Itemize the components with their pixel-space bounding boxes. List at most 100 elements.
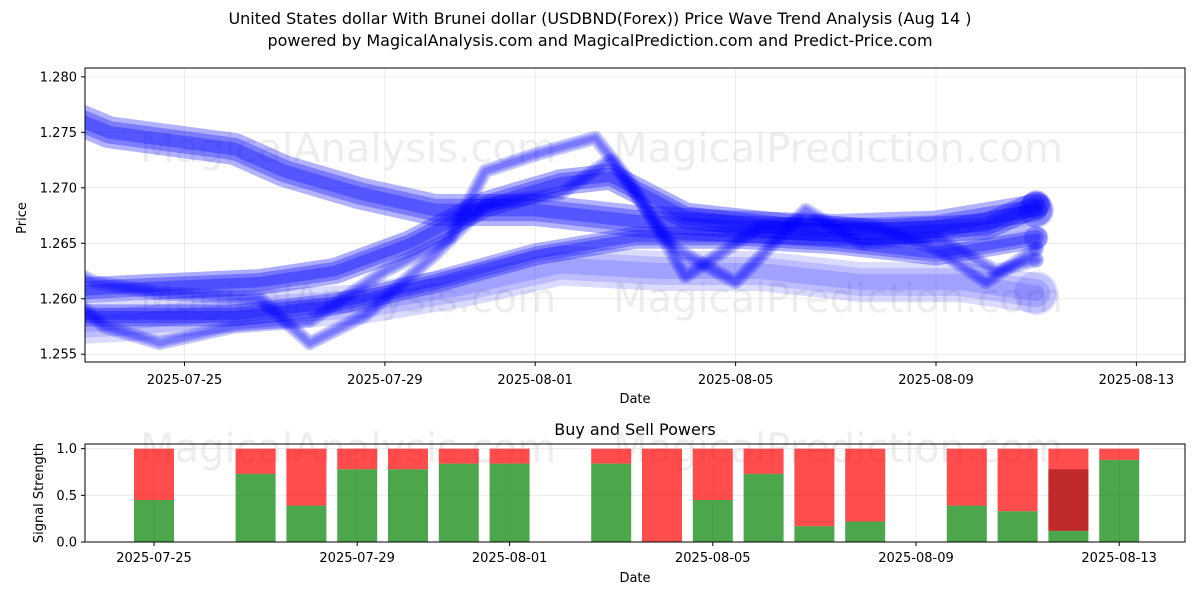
wave-wide-band [85,245,1057,344]
wave-upper-wave [85,110,1048,242]
buy-sell-axis-ticks: 2025-07-25 2025-07-29 2025-08-01 2025-08-05… [56,442,1157,566]
price-x-tick-label: 2025-08-09 [898,373,974,388]
sell-bar [794,448,835,527]
wave-end-lower-wave [1024,225,1049,250]
wave-zigzag-wave-1 [85,135,1039,346]
buy-sell-plot-frame [84,443,1186,543]
sell-bar [1099,448,1140,460]
price-axis-ticks: 2025-07-25 2025-07-29 2025-08-01 2025-08-05… [40,70,1174,388]
buy-bar [743,473,784,542]
price-x-tick-label: 2025-07-29 [347,373,423,388]
sell-bar [134,448,174,500]
wave-end-zigzag-wave-1 [1028,241,1044,257]
buy-sell-x-tick-label: 2025-08-01 [472,551,548,566]
price-x-tick-label: 2025-08-01 [497,373,573,388]
wave-zigzag-wave-2 [85,157,1039,346]
price-y-tick-label: 1.275 [40,126,77,141]
wave-wide-band [85,257,1045,332]
wave-end-upper-wave [1018,192,1054,228]
sell-bar [642,448,682,542]
wave-zigzag-wave-2 [85,155,1042,349]
buy-sell-x-tick-label: 2025-08-05 [675,551,751,566]
buy-bar [794,526,835,542]
watermark-top-right: MagicalPrediction.com [613,126,1063,172]
sell-bar [235,448,276,474]
sell-bar [337,448,378,470]
sell-bar [438,448,479,464]
price-x-axis-label: Date [619,392,650,407]
wave-main-wave [85,171,1042,296]
sell-bar [692,448,733,500]
buy-bar [489,463,530,542]
sell-bar [743,448,784,474]
sell-bar [946,448,987,506]
price-grid [85,68,1185,362]
buy-sell-bars [134,448,1140,542]
wave-wide-band [85,251,1051,338]
sell-bar [591,448,632,464]
buy-sell-x-tick-label: 2025-08-13 [1081,551,1157,566]
buy-sell-watermarks: MagicalAnalysis.com MagicalPrediction.co… [140,426,1063,472]
sell-bar [286,448,327,506]
wave-upper-wave [85,115,1043,237]
buy-sell-panel: Buy and Sell Powers MagicalAnalysis.com … [32,420,1186,586]
sell-bar [845,448,886,522]
sell-bar [388,448,428,470]
buy-sell-title: Buy and Sell Powers [554,420,716,439]
mixed-signal-bar [1048,469,1089,531]
buy-sell-y-tick-label: 0.5 [56,489,77,504]
watermark-bottom-right: MagicalPrediction.com [613,426,1063,472]
wave-lower-wave [85,229,1044,324]
watermark-mid-right: MagicalPrediction.com [613,276,1063,322]
watermark-top-left: MagicalAnalysis.com [140,126,556,172]
wave-lower-wave [85,226,1048,327]
buy-sell-y-tick-label: 0.0 [56,536,77,551]
buy-bar [997,511,1038,542]
price-y-tick-label: 1.270 [40,181,77,196]
buy-bar [286,505,327,542]
price-plot-area [85,68,1185,362]
wave-end-zigzag-wave-2 [1028,252,1044,268]
buy-bar [1048,530,1089,542]
price-x-tick-label: 2025-07-25 [147,373,223,388]
price-watermarks: MagicalAnalysis.com MagicalPrediction.co… [140,126,1063,322]
wave-zigzag-wave-1 [85,130,1044,351]
watermark-mid-left: MagicalAnalysis.com [140,276,556,322]
price-x-tick-label: 2025-08-13 [1099,373,1175,388]
wave-main-wave [85,163,1050,304]
price-x-tick-label: 2025-08-05 [698,373,774,388]
buy-sell-y-tick-label: 1.0 [56,442,77,457]
price-y-tick-label: 1.255 [40,348,77,363]
wave-zigzag-wave-2 [85,153,1044,351]
price-y-tick-label: 1.260 [40,292,77,307]
buy-bar [845,521,886,542]
sell-bar [489,448,530,464]
chart-title-line-2: powered by MagicalAnalysis.com and Magic… [267,31,933,50]
buy-bar [235,473,276,542]
buy-sell-x-tick-label: 2025-07-25 [116,551,192,566]
price-y-axis-label: Price [15,202,30,234]
wave-upper-wave [85,104,1053,246]
chart-title-line-1: United States dollar With Brunei dollar … [228,9,972,28]
buy-bar [1099,459,1140,542]
price-waves [85,104,1059,351]
buy-sell-y-axis-label: Signal Strength [32,443,47,543]
price-y-tick-label: 1.265 [40,237,77,252]
buy-sell-x-tick-label: 2025-07-29 [319,551,395,566]
buy-bar [388,469,428,542]
buy-sell-x-tick-label: 2025-08-09 [878,551,954,566]
buy-bar [134,500,174,542]
price-plot-frame [84,67,1186,363]
wave-main-wave [85,167,1046,300]
buy-bar [337,469,378,542]
price-y-tick-label: 1.280 [40,70,77,85]
buy-bar [692,500,733,542]
wave-end-wide-band [1014,271,1059,316]
wave-end-main-wave [1021,190,1051,219]
buy-sell-x-axis-label: Date [619,571,650,586]
buy-bar [438,463,479,542]
sell-bar [997,448,1038,512]
wave-zigzag-wave-1 [85,132,1042,349]
price-wave-panel: MagicalAnalysis.com MagicalPrediction.co… [15,67,1186,407]
